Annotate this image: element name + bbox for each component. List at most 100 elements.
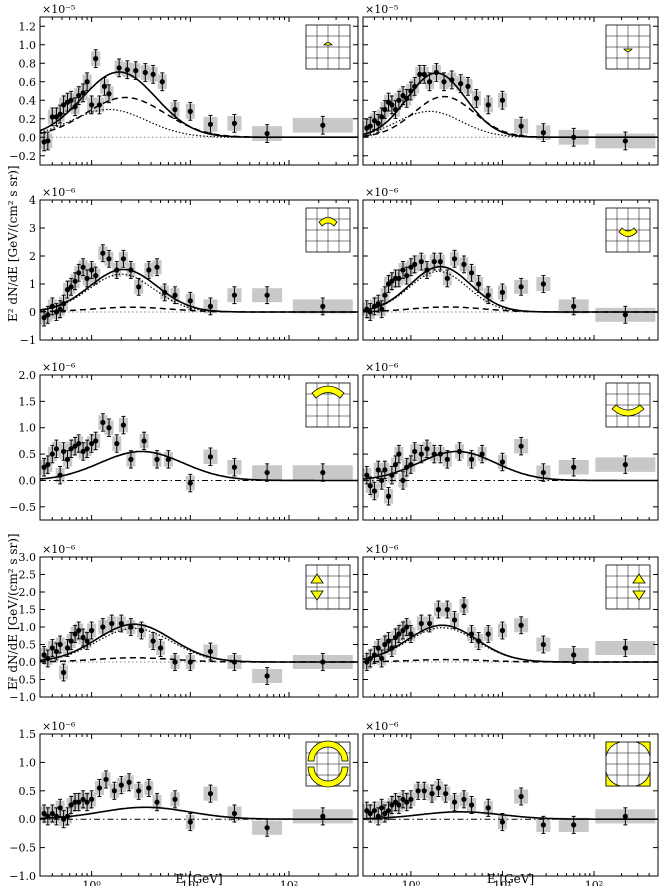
data-point: [84, 79, 90, 85]
data-point: [404, 464, 410, 470]
axes-frame: [39, 16, 359, 166]
data-point: [473, 95, 480, 101]
xtick-label: 10¹: [493, 879, 511, 886]
data-point: [404, 273, 410, 279]
data-point: [154, 799, 160, 805]
data-point: [518, 443, 524, 449]
data-point: [72, 104, 78, 110]
ytick-label: 2: [29, 250, 36, 263]
data-point: [116, 65, 122, 71]
data-point: [154, 456, 160, 462]
ytick-label: 1: [29, 278, 36, 291]
data-point: [389, 278, 395, 284]
xtick-label: 10²: [280, 879, 298, 886]
data-point: [371, 303, 378, 309]
data-point: [426, 79, 433, 85]
ytick-label: −1.0: [9, 691, 36, 704]
data-point: [485, 292, 491, 298]
data-point: [461, 603, 467, 609]
region-shape: [605, 771, 621, 787]
data-point: [60, 669, 67, 676]
model-curve-total: [362, 624, 658, 663]
data-point: [404, 95, 410, 101]
region-shape: [635, 741, 651, 757]
data-point: [456, 448, 463, 455]
data-point: [72, 631, 78, 637]
panel-4-1: −1.0 −0.5 0.0 0.5 1.0 1.5 2.0 2.5 3.0 ×10⁻⁶: [9, 543, 359, 704]
data-point: [385, 808, 392, 814]
ytick-label: 0.5: [19, 639, 37, 652]
plot-area: [40, 17, 358, 165]
scale-multiplier: ×10⁻⁵: [42, 3, 75, 16]
data-point: [60, 301, 67, 307]
ytick-label: 0: [29, 306, 36, 319]
data-point: [571, 303, 577, 309]
region-icon: [605, 24, 651, 70]
data-point: [103, 776, 109, 783]
data-point: [89, 627, 95, 634]
data-point: [49, 451, 55, 457]
data-point: [64, 456, 71, 462]
ytick-label: 0.0: [19, 474, 37, 487]
scale-multiplier: ×10⁻⁶: [42, 361, 76, 374]
data-point: [468, 802, 475, 808]
region-icon: [605, 207, 651, 253]
data-point: [41, 810, 47, 817]
data-point: [57, 306, 63, 312]
data-point: [68, 284, 74, 290]
data-point: [371, 652, 378, 658]
ytick-label: 3: [29, 222, 36, 235]
data-point: [138, 627, 145, 634]
data-point: [187, 659, 193, 665]
data-point: [382, 810, 388, 817]
ytick-label: −0.2: [9, 150, 36, 163]
data-point: [53, 446, 60, 452]
axes-frame: [362, 374, 659, 521]
data-point: [400, 796, 406, 802]
data-point: [114, 267, 120, 273]
data-point: [76, 270, 82, 276]
model-curve-total: [39, 71, 358, 138]
ytick-label: −0.5: [9, 501, 36, 514]
model-curve-dotted: [362, 110, 658, 138]
ytick-label: 0.0: [19, 813, 37, 826]
data-point: [72, 443, 78, 449]
data-point: [128, 624, 134, 630]
xtick-label: 10²: [585, 879, 603, 886]
data-point: [382, 641, 388, 648]
data-point: [187, 819, 193, 825]
data-point: [375, 645, 381, 651]
data-point: [418, 620, 424, 627]
data-point: [49, 114, 55, 120]
data-point: [124, 67, 130, 73]
data-point: [622, 813, 628, 819]
data-point: [461, 261, 467, 267]
data-point: [371, 118, 378, 124]
axes-frame: [362, 16, 659, 166]
data-point: [150, 638, 156, 644]
scale-multiplier: ×10⁻⁶: [42, 186, 76, 199]
data-point: [518, 284, 524, 290]
data-point: [162, 289, 168, 295]
data-point: [364, 472, 370, 478]
data-point: [540, 822, 546, 828]
data-point: [435, 785, 442, 791]
data-point: [49, 810, 55, 817]
data-point: [76, 93, 82, 99]
data-point: [367, 655, 373, 662]
data-point: [53, 309, 60, 315]
data-point: [367, 810, 373, 817]
panel-5-1: −1.0 −0.5 0.0 0.5 1.0 1.5 10⁰ 10¹ 10² E [GeV] ×10⁻…: [9, 720, 359, 886]
data-point: [408, 631, 414, 637]
ytick-label: 1.0: [19, 756, 37, 769]
data-point: [133, 68, 139, 74]
panel-3-1: −0.5 0.0 0.5 1.0 1.5 2.0 ×10⁻⁶: [9, 361, 359, 521]
data-point: [400, 627, 406, 634]
data-point: [89, 267, 95, 273]
data-point: [187, 298, 193, 304]
ytick-label: 2.0: [19, 586, 37, 599]
data-point: [433, 69, 439, 76]
data-point: [421, 788, 427, 794]
data-point: [418, 451, 424, 457]
